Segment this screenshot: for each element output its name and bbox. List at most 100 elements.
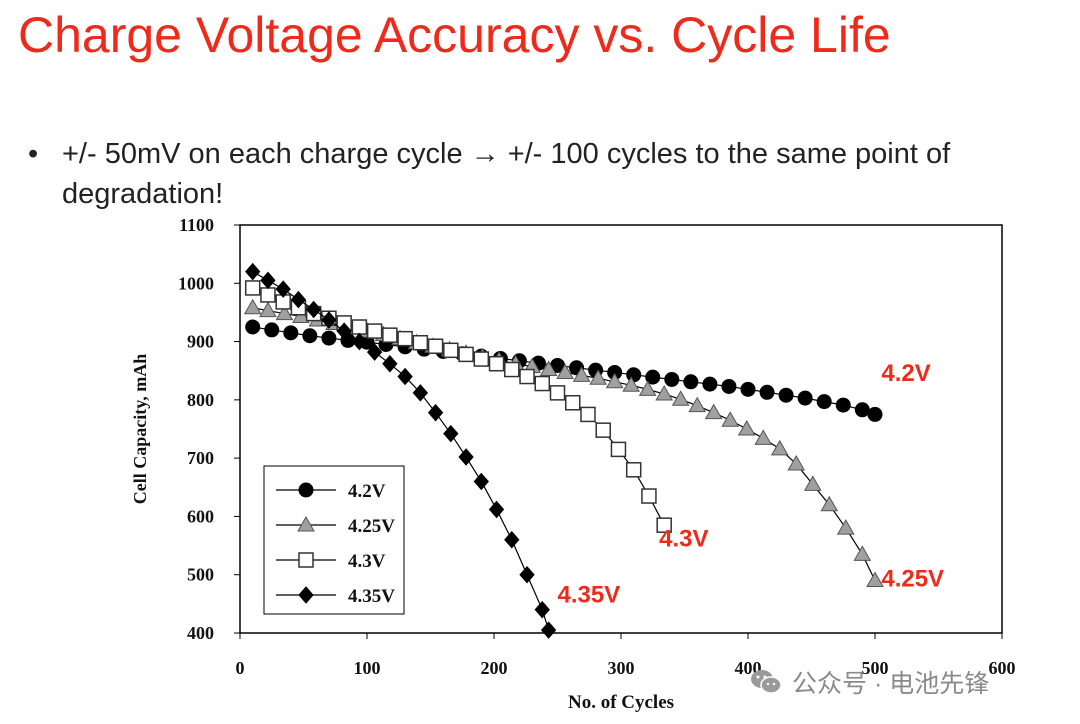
data-point xyxy=(754,429,773,445)
legend-marker xyxy=(298,586,314,604)
data-point xyxy=(721,378,737,394)
data-point xyxy=(427,403,444,422)
y-tick-label: 600 xyxy=(187,506,214,526)
data-point xyxy=(305,300,322,319)
data-point xyxy=(290,290,307,309)
y-tick-label: 700 xyxy=(187,448,214,468)
data-point xyxy=(580,406,596,423)
data-point xyxy=(595,422,611,438)
data-point xyxy=(534,600,550,619)
y-axis-label: Cell Capacity, mAh xyxy=(130,354,150,505)
data-point xyxy=(797,390,813,406)
data-point xyxy=(759,384,775,400)
data-point xyxy=(778,387,794,403)
data-point xyxy=(244,280,261,296)
data-point xyxy=(704,403,723,420)
x-tick-label: 0 xyxy=(236,658,245,678)
data-point xyxy=(787,454,806,471)
data-point xyxy=(366,343,383,361)
legend-label: 4.2V xyxy=(348,481,386,502)
data-point xyxy=(572,366,591,382)
data-point xyxy=(564,395,581,411)
data-point xyxy=(655,385,674,401)
data-point xyxy=(836,519,855,535)
data-point xyxy=(721,411,740,427)
data-point xyxy=(458,448,474,466)
y-tick-label: 500 xyxy=(187,565,214,585)
data-point xyxy=(539,360,558,377)
data-point xyxy=(351,332,368,351)
data-point xyxy=(245,262,261,281)
data-point xyxy=(556,363,574,379)
legend-marker xyxy=(297,515,315,532)
legend-marker xyxy=(298,482,314,498)
x-tick-label: 500 xyxy=(862,658,889,678)
chart-axes: 0 100 200 300 400 500 600400500600700800900100… xyxy=(130,215,1016,713)
data-point xyxy=(656,517,672,533)
data-point xyxy=(336,322,352,340)
data-point xyxy=(275,304,294,321)
data-point xyxy=(540,621,557,639)
chart-series xyxy=(243,262,884,639)
data-point xyxy=(610,441,627,458)
watermark-text: 公众号 · 电池先锋 xyxy=(792,670,990,698)
data-point xyxy=(260,271,276,290)
watermark: 公众号 · 电池先锋 xyxy=(750,664,989,700)
legend-item: 4.25V xyxy=(276,515,395,537)
data-point xyxy=(803,475,822,491)
data-point xyxy=(458,346,474,363)
data-point xyxy=(866,571,884,588)
end-label-4-2V: 4.2V xyxy=(881,360,930,387)
data-point xyxy=(605,372,624,389)
data-point xyxy=(549,385,566,401)
y-tick-label: 1100 xyxy=(179,215,214,235)
series-4-2V xyxy=(245,319,883,422)
data-point xyxy=(412,334,429,351)
data-point xyxy=(366,323,383,339)
data-point xyxy=(534,375,551,392)
end-label-4-25V: 4.25V xyxy=(881,565,944,592)
legend-item: 4.2V xyxy=(276,481,386,502)
legend-label: 4.35V xyxy=(348,586,395,607)
x-tick-label: 300 xyxy=(608,658,635,678)
data-point xyxy=(625,462,642,478)
data-point xyxy=(260,287,276,303)
wechat-icon xyxy=(751,670,782,694)
y-tick-label: 900 xyxy=(187,332,214,352)
y-tick-label: 800 xyxy=(187,390,214,410)
data-point xyxy=(321,330,337,346)
end-label-4-3V: 4.3V xyxy=(659,526,708,553)
data-point xyxy=(589,369,608,385)
data-point xyxy=(397,330,413,347)
x-tick-label: 100 xyxy=(354,658,381,678)
data-point xyxy=(622,376,641,392)
data-point xyxy=(770,439,789,456)
data-point xyxy=(683,374,699,390)
chart-annotations: 4.2V 4.3V 4.25V 4.35V xyxy=(558,360,945,608)
y-tick-label: 1000 xyxy=(178,273,214,293)
data-point xyxy=(488,355,505,372)
data-point xyxy=(820,495,839,512)
legend-label: 4.25V xyxy=(348,516,395,537)
data-point xyxy=(519,368,535,385)
data-point xyxy=(664,371,680,387)
x-tick-label: 200 xyxy=(481,658,508,678)
legend-box xyxy=(263,465,405,615)
data-point xyxy=(283,325,299,341)
end-label-4-35V: 4.35V xyxy=(558,582,621,609)
data-point xyxy=(321,311,337,329)
data-point xyxy=(638,380,657,396)
data-point xyxy=(488,500,505,519)
x-axis-label: No. of Cycles xyxy=(568,692,674,713)
data-point xyxy=(671,390,690,406)
data-point xyxy=(412,384,429,402)
data-point xyxy=(259,301,277,318)
bullet-text: +/- 50mV on each charge cycle → +/- 100 … xyxy=(62,138,951,210)
data-point xyxy=(275,280,291,298)
data-point xyxy=(397,367,413,386)
data-point xyxy=(382,327,398,343)
data-point xyxy=(854,402,870,418)
chart-legend: 4.2V 4.25V 4.3V 4.35V xyxy=(263,465,405,615)
data-point xyxy=(504,530,520,549)
data-point xyxy=(427,338,444,354)
